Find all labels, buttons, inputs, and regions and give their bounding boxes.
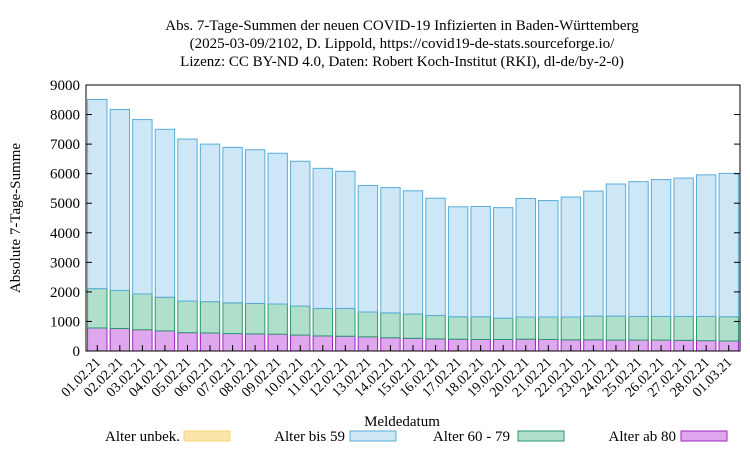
bar-segment-alter-60-79-16.02.21 [425, 315, 446, 340]
bar-segment-alter-bis-59-25.02.21 [628, 181, 649, 317]
bar-segment-alter-bis-59-13.02.21 [357, 184, 379, 313]
y-tick-label: 7000 [50, 137, 80, 153]
bar-segment-alter-bis-59-28.02.21 [695, 174, 717, 317]
bar-segment-alter-bis-59-12.02.21 [335, 170, 356, 309]
bar-segment-alter-60-79-10.02.21 [290, 305, 311, 336]
bar-segment-alter-60-79-04.02.21 [154, 296, 176, 332]
x-axis-label: Meldedatum [364, 414, 440, 430]
bar-segment-alter-bis-59-23.02.21 [583, 190, 604, 317]
bar-segment-alter-bis-59-14.02.21 [380, 187, 401, 314]
bar-segment-alter-60-79-19.02.21 [493, 317, 514, 340]
bar-segment-alter-bis-59-19.02.21 [493, 207, 514, 319]
bar-segment-alter-60-79-18.02.21 [470, 316, 491, 340]
legend-label-alter-ab-80: Alter ab 80 [609, 429, 676, 445]
bar-segment-alter-bis-59-08.02.21 [244, 149, 266, 304]
bar-segment-alter-bis-59-20.02.21 [515, 197, 536, 318]
y-tick-label: 0 [73, 344, 81, 360]
legend-label-alter-60-79: Alter 60 - 79 [433, 429, 510, 445]
bar-segment-alter-60-79-07.02.21 [222, 302, 243, 335]
y-tick-label: 9000 [50, 78, 80, 94]
bar-segment-alter-60-79-03.02.21 [132, 293, 153, 331]
bar-segment-alter-60-79-06.02.21 [199, 301, 221, 334]
bar-segment-alter-60-79-11.02.21 [312, 307, 333, 337]
bar-segment-alter-60-79-26.02.21 [650, 315, 672, 341]
bar-segment-alter-bis-59-09.02.21 [267, 152, 288, 305]
bar-segment-alter-bis-59-22.02.21 [560, 196, 582, 318]
y-axis-label: Absolute 7-Tage-Summe [8, 143, 24, 294]
bar-segment-alter-60-79-13.02.21 [357, 311, 379, 338]
bar-segment-alter-60-79-12.02.21 [335, 307, 356, 337]
bar-segment-alter-bis-59-06.02.21 [199, 143, 221, 303]
legend-swatch-alter-ab-80 [680, 430, 728, 442]
y-tick-label: 3000 [50, 255, 80, 271]
bar-segment-alter-bis-59-26.02.21 [650, 179, 672, 317]
y-tick-label: 6000 [50, 167, 80, 183]
bar-segment-alter-60-79-02.02.21 [109, 289, 131, 330]
chart-title-line-3: Lizenz: CC BY-ND 4.0, Daten: Robert Koch… [180, 54, 624, 70]
bar-segment-alter-bis-59-16.02.21 [425, 197, 446, 317]
bar-segment-alter-bis-59-05.02.21 [177, 138, 198, 302]
y-tick-label: 2000 [50, 285, 80, 301]
legend-label-alter-unbek-: Alter unbek. [105, 429, 180, 445]
bar-segment-alter-60-79-24.02.21 [605, 315, 627, 341]
bar-segment-alter-60-79-21.02.21 [538, 316, 559, 340]
legend-swatch-alter-unbek- [183, 430, 231, 442]
bar-segment-alter-bis-59-07.02.21 [222, 146, 243, 304]
bar-segment-alter-bis-59-02.02.21 [109, 109, 131, 291]
bar-segment-alter-60-79-22.02.21 [560, 316, 582, 341]
bar-segment-alter-bis-59-01.03.21 [718, 172, 739, 318]
legend-swatch-alter-60-79 [517, 430, 565, 442]
bar-segment-alter-bis-59-24.02.21 [605, 183, 627, 317]
bar-segment-alter-bis-59-18.02.21 [470, 205, 491, 318]
y-tick-label: 5000 [50, 196, 80, 212]
bar-segment-alter-60-79-09.02.21 [267, 303, 288, 335]
legend-swatch-alter-bis-59 [349, 430, 397, 442]
y-tick-label: 8000 [50, 108, 80, 124]
bar-segment-alter-60-79-14.02.21 [380, 312, 401, 339]
bar-segment-alter-60-79-01.03.21 [718, 316, 739, 342]
bar-segment-alter-60-79-01.02.21 [87, 288, 108, 329]
bar-segment-alter-bis-59-15.02.21 [402, 190, 424, 315]
bar-segment-alter-bis-59-10.02.21 [290, 160, 311, 307]
legend-label-alter-bis-59: Alter bis 59 [274, 429, 345, 445]
y-tick-label: 1000 [50, 314, 80, 330]
bar-segment-alter-bis-59-03.02.21 [132, 119, 153, 295]
bar-segment-alter-60-79-23.02.21 [583, 315, 604, 341]
bar-segment-alter-bis-59-21.02.21 [538, 200, 559, 318]
bar-segment-alter-60-79-20.02.21 [515, 316, 536, 340]
chart-title-line-1: Abs. 7-Tage-Summen der neuen COVID-19 In… [165, 18, 639, 34]
bar-segment-alter-bis-59-17.02.21 [447, 206, 469, 318]
bar-segment-alter-60-79-05.02.21 [177, 300, 198, 334]
bar-segment-alter-bis-59-04.02.21 [154, 128, 176, 298]
bar-segment-alter-60-79-15.02.21 [402, 313, 424, 339]
y-tick-label: 4000 [50, 226, 80, 242]
bar-segment-alter-60-79-08.02.21 [244, 302, 266, 335]
bar-segment-alter-60-79-27.02.21 [673, 315, 694, 341]
bar-segment-alter-bis-59-01.02.21 [87, 98, 108, 290]
chart-title-line-2: (2025-03-09/2102, D. Lippold, https://co… [190, 36, 615, 52]
bar-segment-alter-60-79-28.02.21 [695, 315, 717, 342]
bar-segment-alter-60-79-25.02.21 [628, 315, 649, 341]
bar-segment-alter-60-79-17.02.21 [447, 316, 469, 340]
bar-segment-alter-bis-59-11.02.21 [312, 167, 333, 309]
bar-segment-alter-bis-59-27.02.21 [673, 177, 694, 317]
